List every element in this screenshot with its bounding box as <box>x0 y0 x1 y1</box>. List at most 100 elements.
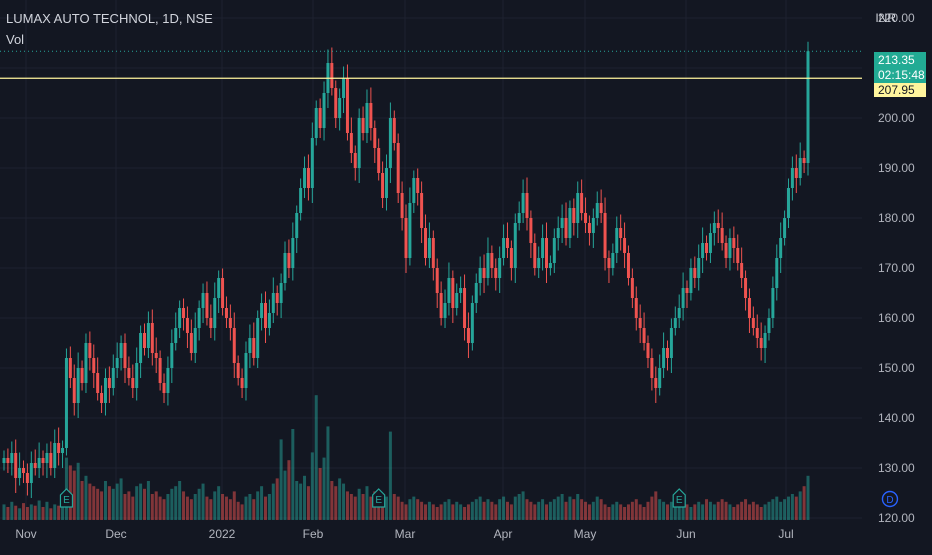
volume-legend-label[interactable]: Vol <box>6 32 25 47</box>
volume-bar <box>533 504 537 520</box>
volume-bar <box>521 491 525 520</box>
volume-bar <box>560 494 564 520</box>
volume-bar <box>783 499 787 520</box>
candle-body <box>424 228 428 258</box>
volume-bar <box>361 494 365 520</box>
volume-bar <box>279 439 283 520</box>
candle-body <box>29 463 33 483</box>
volume-bar <box>615 501 619 520</box>
volume-bar <box>505 501 509 520</box>
candle-body <box>334 88 338 118</box>
candle-body <box>115 358 119 368</box>
candle-body <box>654 378 658 388</box>
candle-body <box>412 178 416 203</box>
candle-body <box>408 203 412 258</box>
candle-body <box>49 453 53 468</box>
volume-bar <box>626 504 630 520</box>
candle-body <box>205 293 209 318</box>
candle-body <box>349 133 353 153</box>
candle-body <box>178 308 182 328</box>
candle-body <box>232 328 236 363</box>
volume-bar <box>84 475 88 520</box>
candle-body <box>611 253 615 268</box>
volume-bar <box>252 499 256 520</box>
volume-bar <box>193 494 197 520</box>
volume-bar <box>658 499 662 520</box>
candle-body <box>236 363 240 378</box>
candle-body <box>732 238 736 248</box>
volume-bar <box>185 496 189 520</box>
volume-bar <box>92 486 96 520</box>
volume-bar <box>654 491 658 520</box>
candle-body <box>572 208 576 223</box>
volume-bar <box>732 507 736 520</box>
volume-bar <box>123 494 127 520</box>
candle-body <box>338 98 342 118</box>
candle-body <box>607 258 611 268</box>
volume-bar <box>580 499 584 520</box>
candle-body <box>299 188 303 213</box>
candle-body <box>146 323 150 348</box>
volume-bar <box>45 501 49 520</box>
volume-bar <box>139 483 143 520</box>
earnings-marker-icon <box>59 488 74 508</box>
candle-body <box>494 268 498 278</box>
y-tick-label: 160.00 <box>878 311 915 325</box>
symbol-title[interactable]: LUMAX AUTO TECHNOL, 1D, NSE <box>6 11 213 26</box>
candle-body <box>275 293 279 303</box>
volume-bar <box>786 496 790 520</box>
candle-body <box>630 278 634 298</box>
volume-bar <box>53 504 57 520</box>
candle-body <box>459 288 463 293</box>
volume-bar <box>665 504 669 520</box>
candle-body <box>474 283 478 303</box>
volume-bar <box>564 501 568 520</box>
y-tick-label: 150.00 <box>878 361 915 375</box>
candle-body <box>345 78 349 133</box>
volume-bar <box>724 501 728 520</box>
candle-body <box>271 293 275 313</box>
volume-bar <box>263 496 267 520</box>
volume-bar <box>728 504 732 520</box>
candle-body <box>189 333 193 353</box>
x-tick-label: 2022 <box>209 527 236 541</box>
candle-body <box>306 168 310 188</box>
candle-body <box>431 238 435 268</box>
candle-body <box>92 358 96 373</box>
volume-bar <box>119 478 123 520</box>
volume-bar <box>127 491 131 520</box>
candle-body <box>564 218 568 238</box>
volume-bar <box>37 500 41 520</box>
volume-bar <box>619 504 623 520</box>
volume-bar <box>494 504 498 520</box>
volume-bar <box>556 496 560 520</box>
volume-bar <box>677 504 681 520</box>
volume-bar <box>412 496 416 520</box>
candle-body <box>779 238 783 258</box>
candle-body <box>365 103 369 133</box>
volume-bar <box>646 501 650 520</box>
candle-body <box>669 328 673 358</box>
candle-body <box>252 338 256 358</box>
candle-body <box>373 128 377 148</box>
candle-body <box>615 228 619 253</box>
candle-body <box>170 343 174 368</box>
volume-bar <box>107 486 111 520</box>
candle-body <box>747 298 751 318</box>
volume-bar <box>150 494 154 520</box>
candle-body <box>267 313 271 328</box>
volume-bar <box>271 483 275 520</box>
volume-bar <box>178 481 182 520</box>
candle-body <box>470 303 474 343</box>
volume-bar <box>33 505 37 520</box>
volume-bar <box>759 507 763 520</box>
volume-bar <box>763 504 767 520</box>
volume-bar <box>318 468 322 520</box>
candle-body <box>57 443 61 453</box>
candle-body <box>377 148 381 173</box>
volume-bar <box>478 496 482 520</box>
volume-bar <box>486 499 490 520</box>
earnings-marker-label: E <box>63 495 70 506</box>
